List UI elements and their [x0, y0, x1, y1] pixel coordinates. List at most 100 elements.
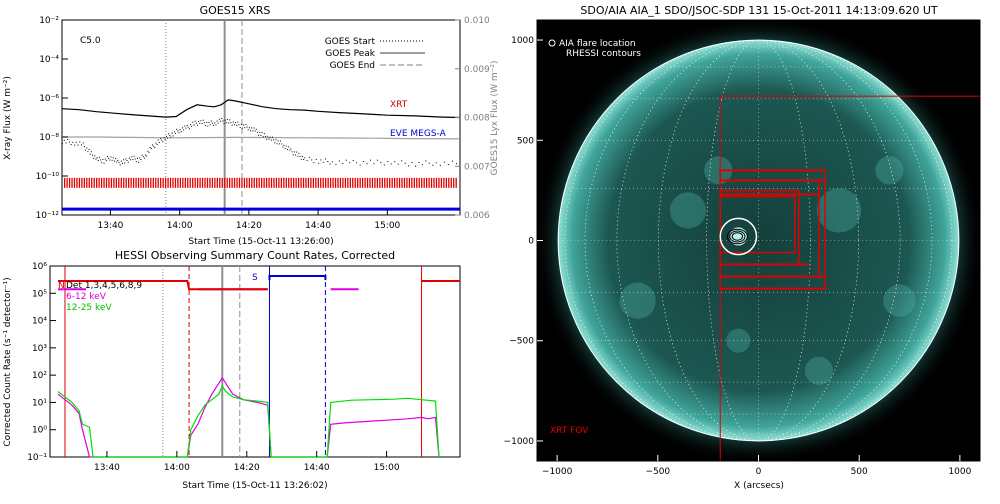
goes-short-point	[163, 137, 165, 139]
goes-short-point	[110, 156, 112, 158]
goes-short-point	[214, 122, 216, 124]
goes-y-tick-label: 10⁻⁸	[39, 133, 59, 143]
goes-xrt-tick	[118, 177, 120, 188]
goes-short-point	[134, 158, 136, 160]
goes-short-point	[115, 158, 117, 160]
goes-xrt-tick	[327, 177, 329, 188]
goes-short-point	[113, 160, 115, 162]
goes-short-point	[86, 147, 88, 149]
goes-y2-tick-label: 0.007	[464, 162, 490, 172]
goes-short-point	[269, 136, 271, 138]
goes-xrt-tick	[251, 177, 253, 188]
goes-xrt-tick	[224, 177, 226, 188]
goes-xlabel: Start Time (15-Oct-11 13:26:00)	[188, 237, 333, 247]
goes-short-point	[262, 136, 264, 138]
goes-short-point	[275, 139, 277, 141]
goes-short-point	[217, 122, 219, 124]
goes-short-point	[325, 158, 327, 160]
goes-short-point	[172, 135, 174, 137]
goes-short-point	[411, 161, 413, 163]
goes-short-point	[292, 154, 294, 156]
goes-xrt-tick	[71, 177, 73, 188]
goes-legend-start: GOES Start	[325, 37, 376, 47]
goes-short-point	[149, 147, 151, 149]
goes-xrt-tick	[325, 177, 327, 188]
goes-short-point	[117, 160, 119, 162]
goes-short-point	[265, 136, 267, 138]
goes-short-point	[139, 157, 141, 159]
goes-short-point	[103, 162, 105, 164]
goes-short-point	[196, 124, 198, 126]
goes-short-point	[74, 144, 76, 146]
goes-short-point	[201, 122, 203, 124]
goes-short-point	[109, 159, 111, 161]
goes-short-point	[95, 158, 97, 160]
goes-xrt-tick	[364, 177, 366, 188]
goes-short-point	[233, 124, 235, 126]
goes-xrt-tick	[110, 177, 113, 188]
goes-xrt-tick	[226, 177, 228, 188]
goes-short-point	[241, 127, 243, 129]
goes-y2label: GOES15 Lyx Flux (W m⁻²)	[490, 61, 500, 176]
goes-short-point	[127, 161, 129, 163]
goes-class-label: C5.0	[80, 36, 101, 46]
goes-xrt-tick	[204, 177, 206, 188]
goes-xrt-tick	[123, 177, 125, 188]
aia-x-tick-label: 1000	[948, 467, 971, 477]
goes-y2-tick-label: 0.008	[464, 114, 490, 124]
goes-short-point	[228, 122, 230, 124]
goes-xrt-tick	[312, 177, 315, 188]
goes-xrt-tick	[288, 177, 290, 188]
aia-x-tick-label: 500	[851, 467, 868, 477]
goes-xrt-tick	[297, 177, 300, 188]
goes-xrt-tick	[216, 177, 218, 188]
goes-short-point	[181, 127, 183, 129]
goes-short-point	[298, 152, 300, 154]
goes-short-point	[153, 145, 155, 147]
goes-xrt-tick	[187, 177, 189, 188]
goes-short-point	[352, 160, 354, 162]
goes-short-point	[148, 151, 150, 153]
goes-xrt-tick	[315, 177, 317, 188]
goes-xrt-tick	[290, 177, 292, 188]
goes-xrt-tick	[140, 177, 142, 188]
goes-xrt-tick	[302, 177, 305, 188]
goes-xrt-tick	[317, 177, 319, 188]
goes-xrt-tick	[393, 177, 396, 188]
goes-short-point	[96, 157, 98, 159]
goes-short-point	[156, 144, 158, 146]
goes-short-point	[238, 124, 240, 126]
goes-short-point	[164, 138, 166, 140]
goes-short-point	[253, 127, 255, 129]
aia-panel: SDO/AIA AIA_1 SDO/JSOC-SDP 131 15-Oct-20…	[504, 4, 981, 491]
goes-short-point	[244, 127, 246, 129]
goes-short-point	[250, 130, 252, 132]
goes-xrt-tick	[440, 177, 443, 188]
goes-xrt-tick	[152, 177, 154, 188]
goes-xrt-tick	[310, 177, 312, 188]
aia-bright-region	[875, 156, 904, 185]
goes-y2-tick-label: 0.010	[464, 16, 490, 26]
goes-xrt-tick	[258, 177, 260, 188]
goes-short-point	[435, 162, 437, 164]
hessi-y-ticks: 10⁻¹ 10⁰ 10¹ 10² 10³ 10⁴ 10⁵ 10⁶	[27, 262, 56, 463]
goes-xrt-tick	[421, 177, 423, 188]
aia-longitude-line	[584, 39, 933, 442]
goes-short-point	[67, 139, 69, 141]
goes-short-point	[218, 118, 220, 120]
goes-short-point	[383, 164, 385, 166]
goes-xrt-tick	[273, 177, 275, 188]
hessi-y-tick-label: 10⁵	[32, 289, 47, 299]
goes-xrt-tick	[182, 177, 184, 188]
goes-short-point	[276, 143, 278, 145]
goes-short-point	[246, 126, 248, 128]
goes-short-point	[150, 148, 152, 150]
hessi-series-line	[57, 384, 440, 458]
goes-short-point	[157, 139, 159, 141]
aia-longitude-line	[658, 39, 859, 442]
goes-short-point	[132, 158, 134, 160]
goes-short-point	[124, 162, 126, 164]
goes-short-point	[180, 131, 182, 133]
goes-short-point	[85, 149, 87, 151]
goes-xrt-tick	[455, 177, 457, 188]
